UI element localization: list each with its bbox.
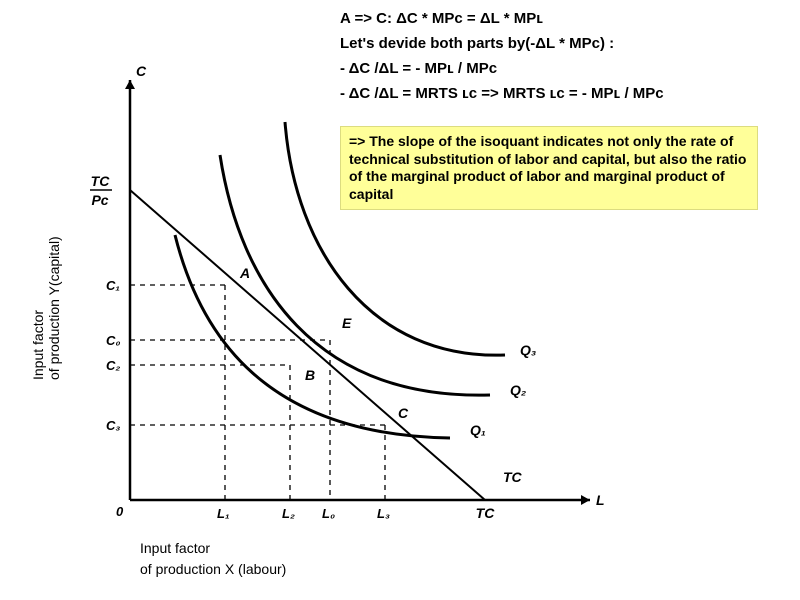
y-tick-2: C₂: [106, 358, 120, 373]
x-tick-0: L₁: [217, 506, 230, 520]
y-tick-3: C₃: [106, 418, 120, 433]
x-intercept-frac-top: TC: [476, 505, 496, 520]
point-label-A: A: [239, 265, 250, 281]
x-axis-label-line2: of production X (labour): [140, 561, 286, 577]
y-axis-label-line1: Input factor: [30, 310, 46, 380]
isoquant-curve-3: [285, 122, 505, 355]
x-tick-2: L₀: [322, 506, 335, 520]
eq-line-2: Let's devide both parts by(-ΔL * MPc) :: [340, 33, 770, 54]
x-axis-letter: L: [596, 492, 605, 508]
x-tick-1: L₂: [282, 506, 295, 520]
isoquant-diagram: TCQ₁Q₂Q₃CL0TCPcC₁C₀C₂C₃TCPʟL₁L₂L₀L₃AEBC: [90, 60, 610, 520]
y-intercept-frac-bot: Pc: [91, 192, 108, 208]
y-tick-0: C₁: [106, 278, 120, 293]
y-axis-label-line2: of production Y(capital): [46, 236, 62, 380]
point-label-E: E: [342, 315, 352, 331]
x-axis-label: Input factor of production X (labour): [140, 538, 286, 580]
x-tick-3: L₃: [377, 506, 390, 520]
x-axis-arrow: [581, 495, 590, 505]
y-axis-label: Input factor of production Y(capital): [30, 236, 62, 380]
point-label-C: C: [398, 405, 409, 421]
y-intercept-frac-top: TC: [91, 173, 111, 189]
isocost-label: TC: [503, 469, 523, 485]
isoquant-label-3: Q₃: [520, 342, 536, 358]
y-axis-letter: C: [136, 63, 147, 79]
isoquant-label-2: Q₂: [510, 382, 526, 398]
x-axis-label-line1: Input factor: [140, 540, 210, 556]
point-label-B: B: [305, 367, 315, 383]
isoquant-curve-2: [220, 155, 490, 395]
eq-line-1: A => C: ΔC * MPc = ΔL * MPʟ: [340, 8, 770, 29]
y-axis-arrow: [125, 80, 135, 89]
isoquant-label-1: Q₁: [470, 422, 486, 438]
origin-label: 0: [116, 504, 124, 519]
y-tick-1: C₀: [106, 333, 121, 348]
